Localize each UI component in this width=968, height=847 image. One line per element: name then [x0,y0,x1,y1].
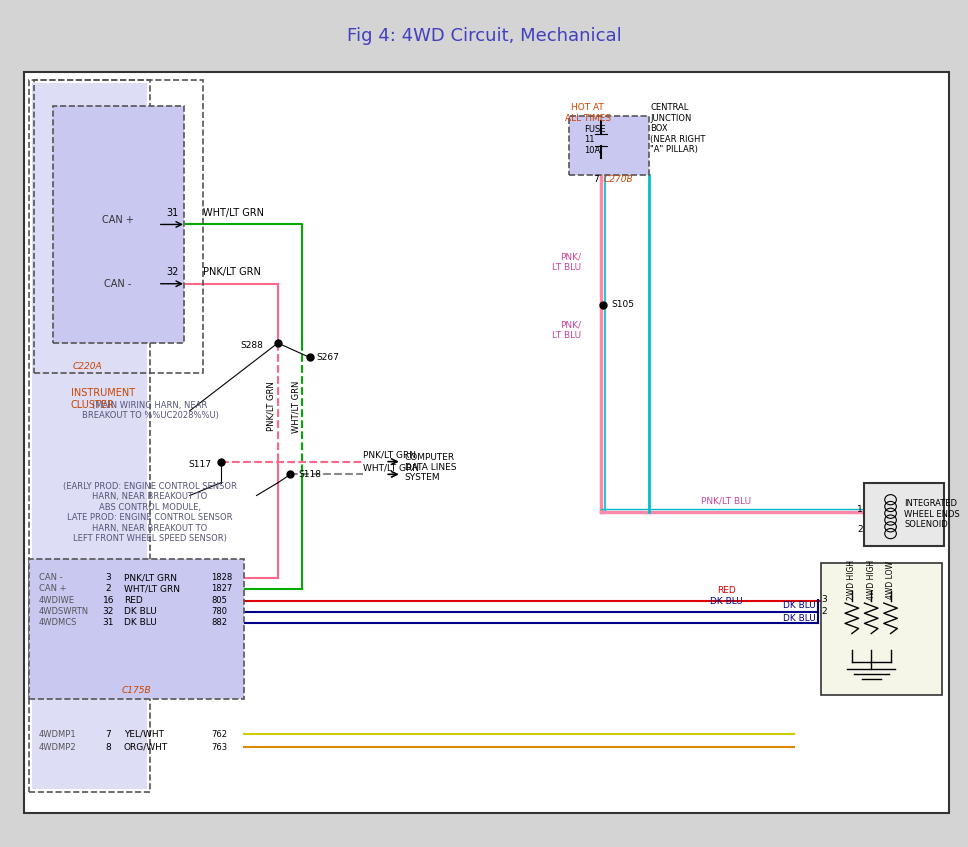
Text: 805: 805 [211,596,227,605]
Text: CAN -: CAN - [105,279,132,289]
Text: 8: 8 [106,743,111,751]
Text: CAN -: CAN - [39,573,62,582]
Text: 4WDIWE: 4WDIWE [39,596,75,605]
Text: 3: 3 [106,573,111,582]
Text: 2: 2 [106,584,111,593]
Text: CAN +: CAN + [39,584,66,593]
Text: 4WD LOW: 4WD LOW [886,562,895,599]
Text: PNK/
LT BLU: PNK/ LT BLU [552,321,581,340]
Text: WHT/LT GRN: WHT/LT GRN [291,380,301,433]
Text: COMPUTER
DATA LINES
SYSTEM: COMPUTER DATA LINES SYSTEM [405,452,456,483]
Bar [864,483,944,546]
Text: DK BLU: DK BLU [783,601,816,610]
Bar [0,0,968,68]
Text: PNK/LT GRN: PNK/LT GRN [203,267,261,277]
FancyBboxPatch shape [53,106,184,343]
Text: PNK/LT BLU: PNK/LT BLU [701,496,751,506]
FancyBboxPatch shape [569,116,649,175]
Text: 2WD HIGH: 2WD HIGH [847,560,857,601]
Text: 3: 3 [821,595,827,604]
Text: CENTRAL
JUNCTION
BOX
(NEAR RIGHT
"A" PILLAR): CENTRAL JUNCTION BOX (NEAR RIGHT "A" PIL… [650,103,706,154]
Text: 16: 16 [103,596,114,605]
Text: DK BLU: DK BLU [783,614,816,623]
Text: DK BLU: DK BLU [124,618,157,627]
Text: DK BLU: DK BLU [124,607,157,616]
Text: Fig 4: 4WD Circuit, Mechanical: Fig 4: 4WD Circuit, Mechanical [347,26,621,45]
Text: S105: S105 [612,301,635,309]
Text: 4WDSWRTN: 4WDSWRTN [39,607,89,616]
Text: 32: 32 [166,267,178,277]
Text: 4WD HIGH: 4WD HIGH [866,560,876,601]
Text: HOT AT
ALL TIMES: HOT AT ALL TIMES [564,103,611,123]
Text: FUSE
11
10A: FUSE 11 10A [584,125,605,155]
Text: 4WDMCS: 4WDMCS [39,618,77,627]
Text: WHT/LT GRN: WHT/LT GRN [124,584,180,593]
Text: INSTRUMENT
CLUSTER: INSTRUMENT CLUSTER [71,388,135,410]
Text: 31: 31 [166,208,178,218]
Text: RED: RED [124,596,142,605]
Bar [24,72,949,813]
Text: WHT/LT GRN: WHT/LT GRN [203,208,264,218]
Text: CAN +: CAN + [103,215,134,225]
Text: 780: 780 [211,607,227,616]
Text: 2: 2 [857,525,862,534]
Text: 1827: 1827 [211,584,232,593]
Text: (MAIN WIRING HARN, NEAR
BREAKOUT TO %%UC2028%%U): (MAIN WIRING HARN, NEAR BREAKOUT TO %%UC… [81,401,219,420]
Text: DK BLU: DK BLU [710,596,742,606]
Text: S288: S288 [240,341,263,350]
Text: C175B: C175B [122,685,151,695]
Text: YEL/WHT: YEL/WHT [124,730,164,739]
Text: PNK/LT GRN: PNK/LT GRN [124,573,177,582]
FancyBboxPatch shape [32,83,147,789]
FancyBboxPatch shape [29,559,244,699]
Text: 7: 7 [106,730,111,739]
Text: 882: 882 [211,618,227,627]
Text: 4WDMP1: 4WDMP1 [39,730,76,739]
Text: (EARLY PROD: ENGINE CONTROL SENSOR
HARN, NEAR BREAKOUT TO
ABS CONTROL MODULE,
LA: (EARLY PROD: ENGINE CONTROL SENSOR HARN,… [63,482,237,543]
Text: RED: RED [716,585,736,595]
Text: 1: 1 [857,506,862,514]
Text: PNK/LT GRN: PNK/LT GRN [266,382,276,431]
Text: 7: 7 [593,175,599,184]
Text: 4WDMP2: 4WDMP2 [39,743,76,751]
Text: PNK/
LT BLU: PNK/ LT BLU [552,253,581,272]
Text: 1828: 1828 [211,573,232,582]
Text: 762: 762 [211,730,227,739]
Text: C270B: C270B [604,175,634,184]
Text: ORG/WHT: ORG/WHT [124,743,168,751]
Text: WHT/LT GRN: WHT/LT GRN [363,464,419,473]
Text: C220A: C220A [73,362,103,371]
Text: PNK/LT GRN: PNK/LT GRN [363,451,416,459]
Text: INTEGRATED
WHEEL ENDS
SOLENOID: INTEGRATED WHEEL ENDS SOLENOID [904,499,960,529]
Text: 2: 2 [821,607,827,616]
Bar [821,563,942,695]
Text: S267: S267 [317,353,340,362]
Text: 31: 31 [103,618,114,627]
Text: S118: S118 [298,470,321,479]
Text: S117: S117 [188,460,211,468]
Text: 763: 763 [211,743,227,751]
Text: 32: 32 [103,607,114,616]
